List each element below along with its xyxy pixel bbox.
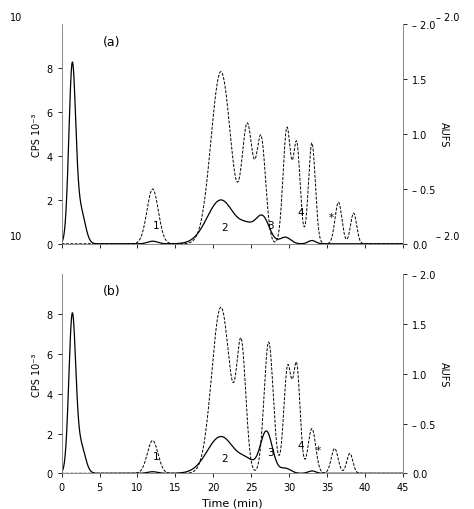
Text: 1: 1 xyxy=(153,221,160,231)
Text: 10: 10 xyxy=(9,232,22,242)
Text: 3: 3 xyxy=(267,221,273,231)
Text: – 2.0: – 2.0 xyxy=(437,232,460,242)
Text: (b): (b) xyxy=(102,285,120,298)
Y-axis label: AUFS: AUFS xyxy=(439,122,449,148)
Y-axis label: CPS 10⁻³: CPS 10⁻³ xyxy=(32,352,42,396)
Text: 4: 4 xyxy=(297,208,304,218)
Text: 10: 10 xyxy=(9,13,22,23)
Text: 1: 1 xyxy=(153,451,160,461)
X-axis label: Time (min): Time (min) xyxy=(202,498,263,508)
Text: *: * xyxy=(315,445,320,455)
Text: 3: 3 xyxy=(267,447,273,457)
Text: 2: 2 xyxy=(221,223,228,233)
Text: 2: 2 xyxy=(221,453,228,463)
Text: 4: 4 xyxy=(297,441,304,450)
Y-axis label: CPS 10⁻³: CPS 10⁻³ xyxy=(32,113,42,157)
Text: (a): (a) xyxy=(102,36,120,49)
Text: *: * xyxy=(328,213,333,223)
Text: – 2.0: – 2.0 xyxy=(437,13,460,23)
Y-axis label: AUFS: AUFS xyxy=(439,361,449,387)
